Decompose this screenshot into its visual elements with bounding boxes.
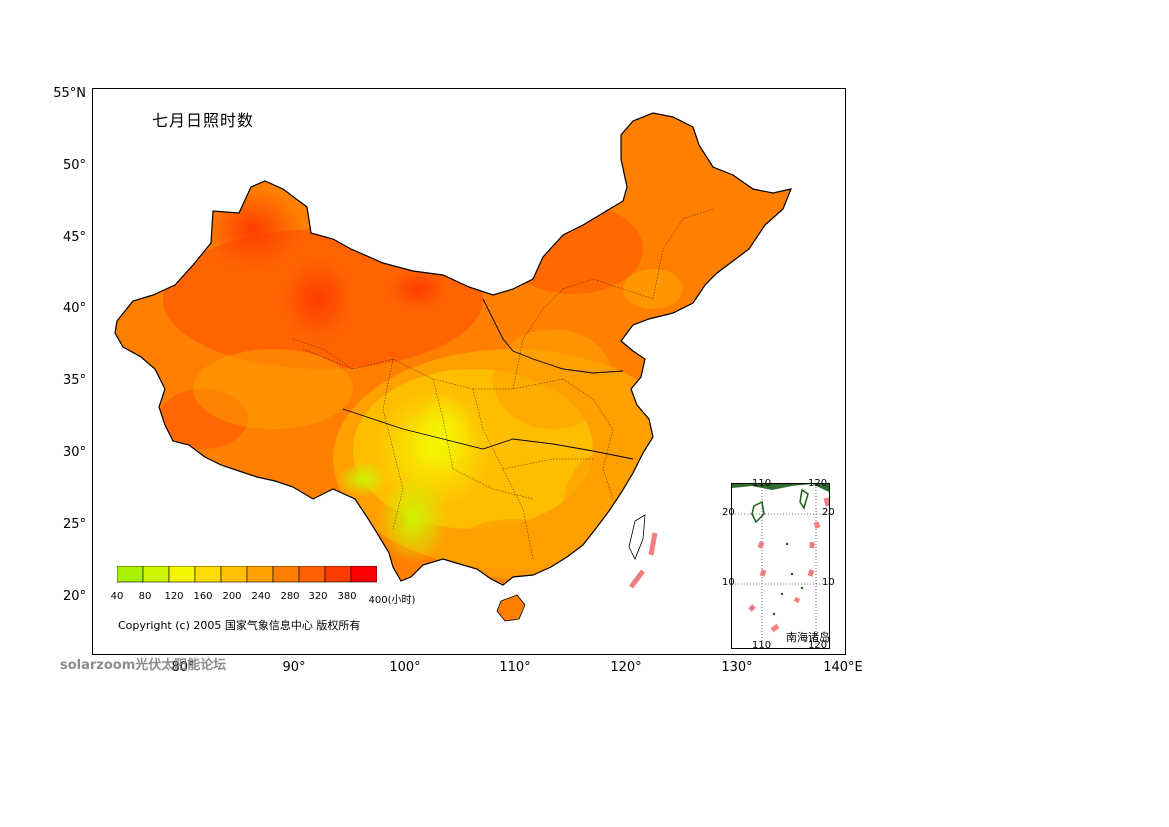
inset-lon-120-top: 120 (808, 478, 828, 489)
lat-label-30: 30° (62, 445, 86, 460)
legend-tick: 380 (337, 591, 357, 602)
hainan-island (496, 594, 526, 622)
inset-islands (772, 542, 804, 616)
legend-swatch (194, 566, 222, 583)
legend-swatch (298, 566, 326, 583)
province-boundaries (292, 208, 714, 560)
lat-label-25: 25° (62, 517, 86, 532)
inset-hainan (751, 500, 765, 524)
lon-label-100: 100° (389, 660, 421, 675)
lat-label-50: 50° (62, 158, 86, 173)
south-sea-inset (731, 483, 831, 649)
legend-tick: 240 (251, 591, 271, 602)
legend-swatch (220, 566, 248, 583)
lon-label-140: 140°E (823, 660, 863, 675)
map-title: 七月日照时数 (152, 111, 255, 130)
lon-label-110: 110° (499, 660, 531, 675)
sea-boundary-dashes (629, 532, 658, 589)
legend-tick: 400(小时) (368, 595, 416, 606)
inset-coast (732, 484, 829, 492)
legend-swatch (324, 566, 352, 583)
lat-label-20: 20° (62, 589, 86, 604)
legend-colorbar (117, 566, 377, 583)
lon-label-90: 90° (282, 660, 306, 675)
inset-map (732, 484, 831, 648)
inset-lat-10-left: 10 (722, 577, 735, 588)
legend-swatch (246, 566, 274, 583)
legend-swatch (350, 566, 377, 583)
legend-tick: 80 (138, 591, 152, 602)
inset-grid (732, 484, 829, 648)
inset-dashes (748, 497, 831, 633)
legend-tick: 120 (164, 591, 184, 602)
lat-label-45: 45° (62, 230, 86, 245)
legend-tick: 40 (110, 591, 124, 602)
legend-swatch (142, 566, 170, 583)
inset-lat-20-right: 20 (822, 507, 835, 518)
copyright-text: Copyright (c) 2005 国家气象信息中心 版权所有 (118, 619, 361, 632)
inset-lat-20-left: 20 (722, 507, 735, 518)
legend-swatch (117, 566, 144, 583)
lon-label-130: 130° (721, 660, 753, 675)
legend-tick: 200 (222, 591, 242, 602)
inset-lon-120-bottom: 120 (808, 640, 828, 651)
sunshine-map (114, 112, 792, 622)
lat-label-35: 35° (62, 373, 86, 388)
lon-label-80: 80° (171, 660, 195, 675)
lat-label-55: 55°N (53, 86, 86, 101)
inset-lon-110-bottom: 110 (752, 640, 772, 651)
rivers (342, 298, 634, 460)
taiwan-island (628, 514, 646, 560)
legend-tick: 320 (308, 591, 328, 602)
legend-tick: 160 (193, 591, 213, 602)
lon-label-120: 120° (610, 660, 642, 675)
legend-swatch (272, 566, 300, 583)
legend-swatch (168, 566, 196, 583)
map-frame (92, 88, 846, 655)
inset-lon-110-top: 110 (752, 478, 772, 489)
inset-taiwan (799, 488, 809, 510)
inset-title: 南海诸岛 (786, 631, 830, 644)
watermark-text: solarzoom光伏太阳能论坛 (60, 658, 227, 673)
lat-label-40: 40° (62, 301, 86, 316)
legend-tick: 280 (280, 591, 300, 602)
inset-lat-10-right: 10 (822, 577, 835, 588)
